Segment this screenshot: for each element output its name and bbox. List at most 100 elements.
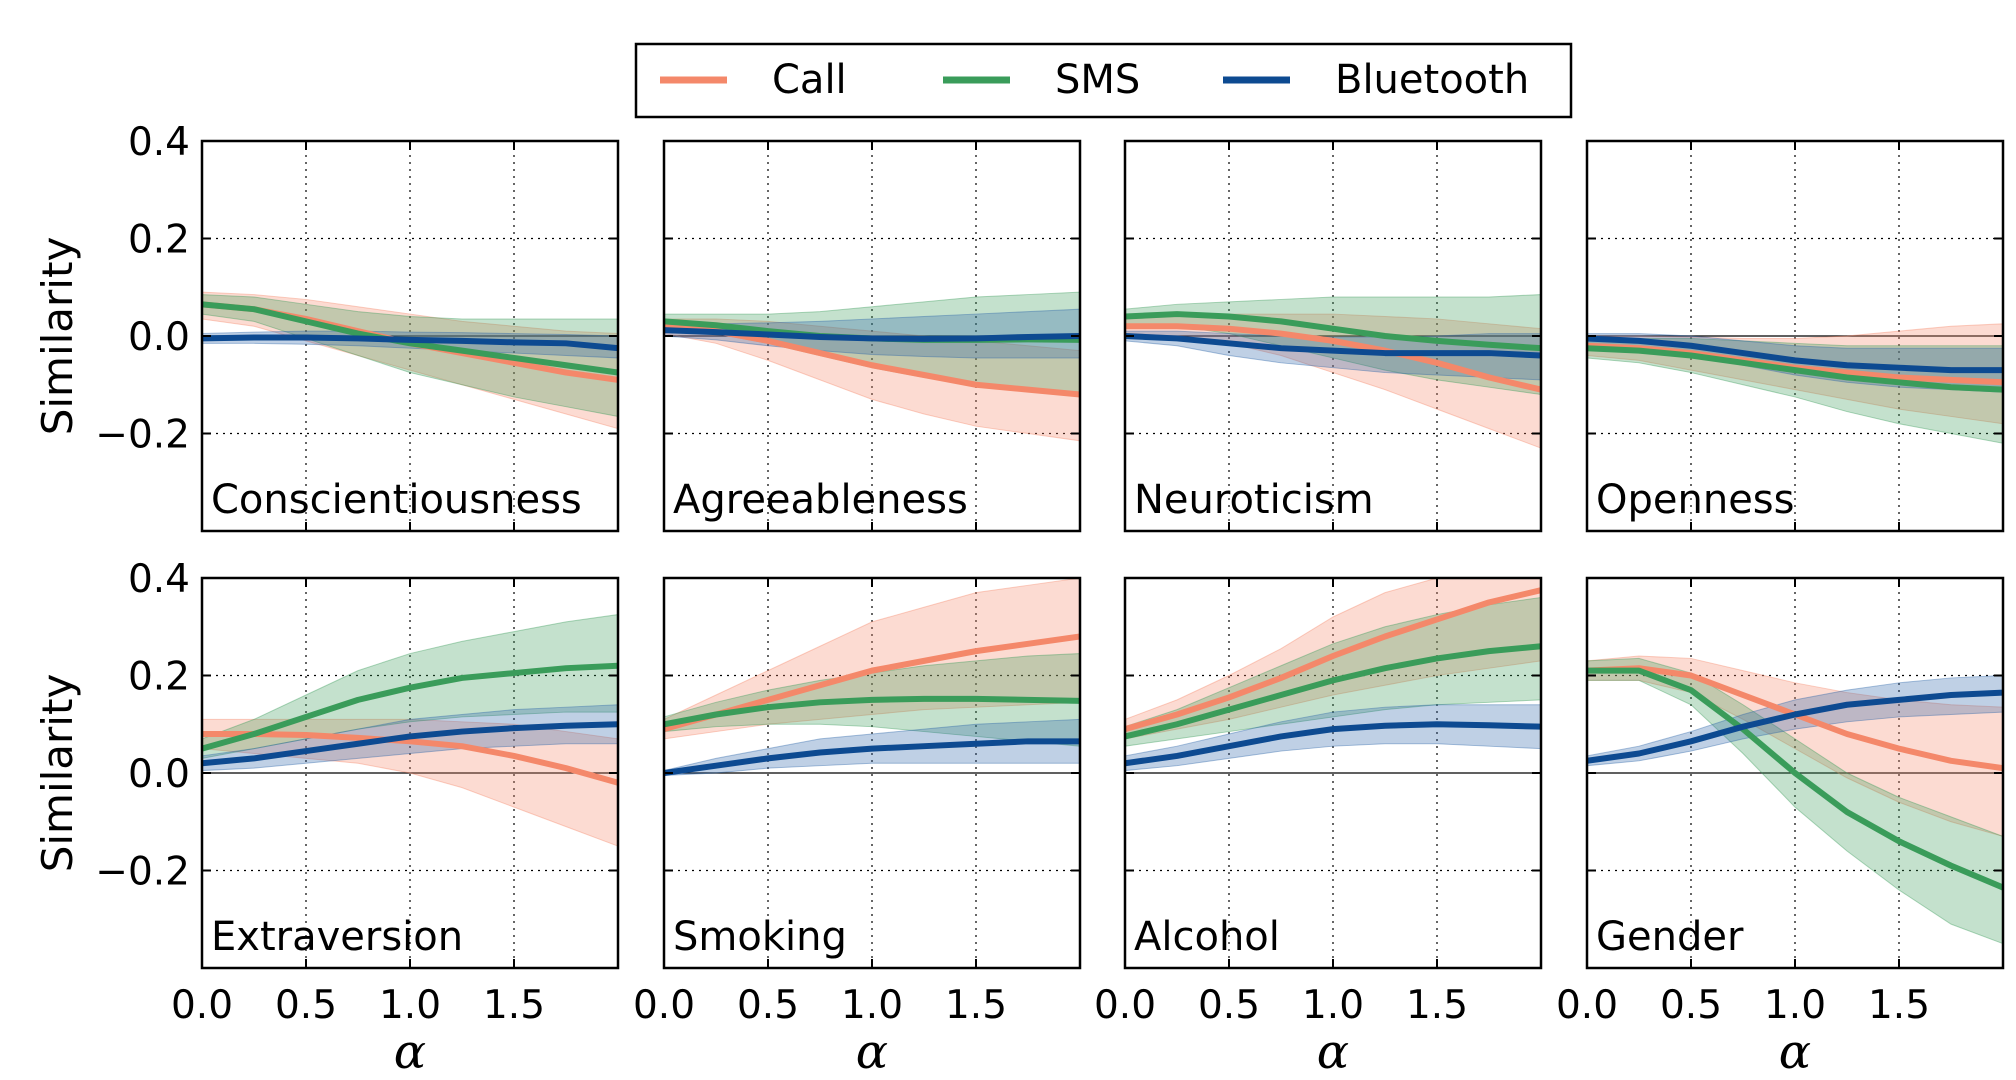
x-tick-label: 0.0 [1094,983,1156,1028]
panel-title: Extraversion [211,914,463,960]
line-sms [202,662,618,752]
line-bluetooth [1125,721,1541,767]
line-sms [664,695,1080,728]
series-extraversion [202,614,618,847]
panel-alcohol: Alcohol 0.0 0.5 1.0 1.5 α [1094,576,1543,1080]
grid-openness [1587,141,2003,531]
ticks-agreeableness [663,140,1080,531]
legend-label-sms: SMS [1055,57,1140,103]
y-tick-label: 0.0 [128,315,190,360]
ticks-extraversion [201,577,618,968]
series-smoking [664,578,1080,776]
line-bluetooth [202,721,618,767]
panel-title: Smoking [673,914,847,960]
line-call [1125,587,1541,733]
legend-box [634,42,1573,119]
series-openness [1587,323,2003,444]
ticks-neuroticism [1124,140,1541,531]
x-tick-label: 1.5 [945,983,1007,1028]
line-call [202,731,618,786]
grid-alcohol [1125,578,1541,968]
y-tick-label: 0.4 [128,557,190,602]
series-agreeableness [664,291,1080,442]
x-tick-label: 0.5 [275,983,337,1028]
y-tick-label: −0.2 [95,850,190,895]
x-tick-label: 0.0 [1556,983,1618,1028]
line-bluetooth [664,738,1080,776]
grid-neuroticism [1125,141,1541,531]
x-axis-label: α [1317,1024,1349,1075]
grid-smoking [664,578,1080,968]
line-bluetooth [202,334,618,352]
y-tick-label: 0.4 [128,120,190,165]
panel-extraversion: Extraversion 0.4 0.2 0.0 −0.2 Similarity 0.0 0.… [33,557,620,1080]
panel-title: Gender [1596,914,1744,960]
line-sms [202,301,618,376]
legend-label-bluetooth: Bluetooth [1335,57,1529,103]
ticks-conscientiousness [201,140,618,531]
x-tick-label: 1.5 [1868,983,1930,1028]
line-call [1125,323,1541,393]
panel-conscientiousness: Conscientiousness 0.4 0.2 0.0 −0.2 Similarity [33,120,620,533]
y-tick-label: 0.2 [128,655,190,700]
ticks-openness [1586,140,2003,531]
x-axis-label: α [394,1024,426,1075]
ticks-smoking [663,577,1080,968]
band-call [1587,323,2003,425]
band-bluetooth [664,308,1080,359]
panel-agreeableness: Agreeableness [662,139,1082,533]
line-sms [1587,667,2003,891]
panel-title: Agreeableness [673,477,968,523]
panel-title: Openness [1596,477,1794,523]
x-tick-label: 1.0 [1764,983,1826,1028]
x-tick-label: 0.0 [633,983,695,1028]
x-axis-label: α [856,1024,888,1075]
panel-gender: Gender 0.0 0.5 1.0 1.5 α [1556,576,2005,1080]
x-tick-label: 1.5 [483,983,545,1028]
x-tick-label: 0.5 [1198,983,1260,1028]
x-tick-label: 1.0 [841,983,903,1028]
legend: Call SMS Bluetooth [634,42,1573,119]
line-bluetooth [1587,335,2003,374]
line-sms [1125,643,1541,740]
band-call [664,318,1080,442]
panel-title: Alcohol [1134,914,1280,960]
band-sms [1587,337,2003,444]
legend-label-call: Call [772,57,847,103]
line-sms [1125,311,1541,352]
band-sms [1587,657,2003,945]
panel-title: Neuroticism [1134,477,1374,523]
band-sms [1125,294,1541,396]
panel-title: Conscientiousness [211,477,582,523]
y-tick-label: 0.0 [128,752,190,797]
x-tick-label: 0.0 [171,983,233,1028]
y-tick-label: −0.2 [95,413,190,458]
ticks-gender [1586,577,2003,968]
series-conscientiousness [202,291,618,430]
ticks-alcohol [1124,577,1541,968]
line-sms [1587,345,2003,393]
series-neuroticism [1125,294,1541,449]
x-tick-label: 0.5 [1660,983,1722,1028]
grid-extraversion [202,578,618,968]
line-bluetooth [664,327,1080,342]
panel-smoking: Smoking 0.0 0.5 1.0 1.5 α [633,576,1082,1080]
panel-openness: Openness [1585,139,2005,533]
line-bluetooth [1125,333,1541,359]
series-gender [1587,655,2003,945]
x-tick-label: 1.0 [1302,983,1364,1028]
x-tick-label: 0.5 [737,983,799,1028]
x-tick-label: 1.0 [379,983,441,1028]
band-call [202,291,618,430]
x-axis-label: α [1779,1024,1811,1075]
band-bluetooth [1125,704,1541,772]
series-alcohol [1125,578,1541,772]
y-axis-label: Similarity [33,237,82,436]
panel-neuroticism: Neuroticism [1123,139,1543,533]
y-tick-label: 0.2 [128,218,190,263]
y-axis-label: Similarity [33,674,82,873]
x-tick-label: 1.5 [1406,983,1468,1028]
line-bluetooth [1587,689,2003,764]
